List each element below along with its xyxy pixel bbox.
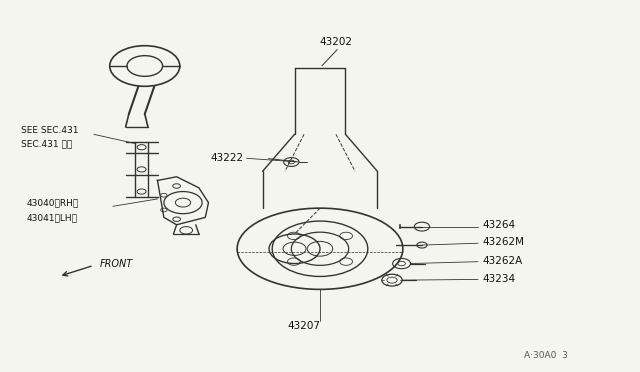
Text: 43041〈LH〉: 43041〈LH〉	[27, 213, 78, 222]
Text: SEE SEC.431: SEE SEC.431	[20, 126, 78, 135]
Text: A·30A0  3: A·30A0 3	[524, 351, 568, 360]
Text: 43262A: 43262A	[483, 256, 523, 266]
Text: 43222: 43222	[211, 153, 244, 163]
Text: 43264: 43264	[483, 220, 516, 230]
Text: SEC.431 参照: SEC.431 参照	[20, 139, 72, 148]
Text: 43262M: 43262M	[483, 237, 525, 247]
Text: 43040〈RH〉: 43040〈RH〉	[27, 198, 79, 207]
Text: 43202: 43202	[319, 37, 353, 47]
Text: 43234: 43234	[483, 274, 516, 284]
Text: FRONT: FRONT	[100, 259, 133, 269]
Text: 43207: 43207	[287, 321, 321, 331]
